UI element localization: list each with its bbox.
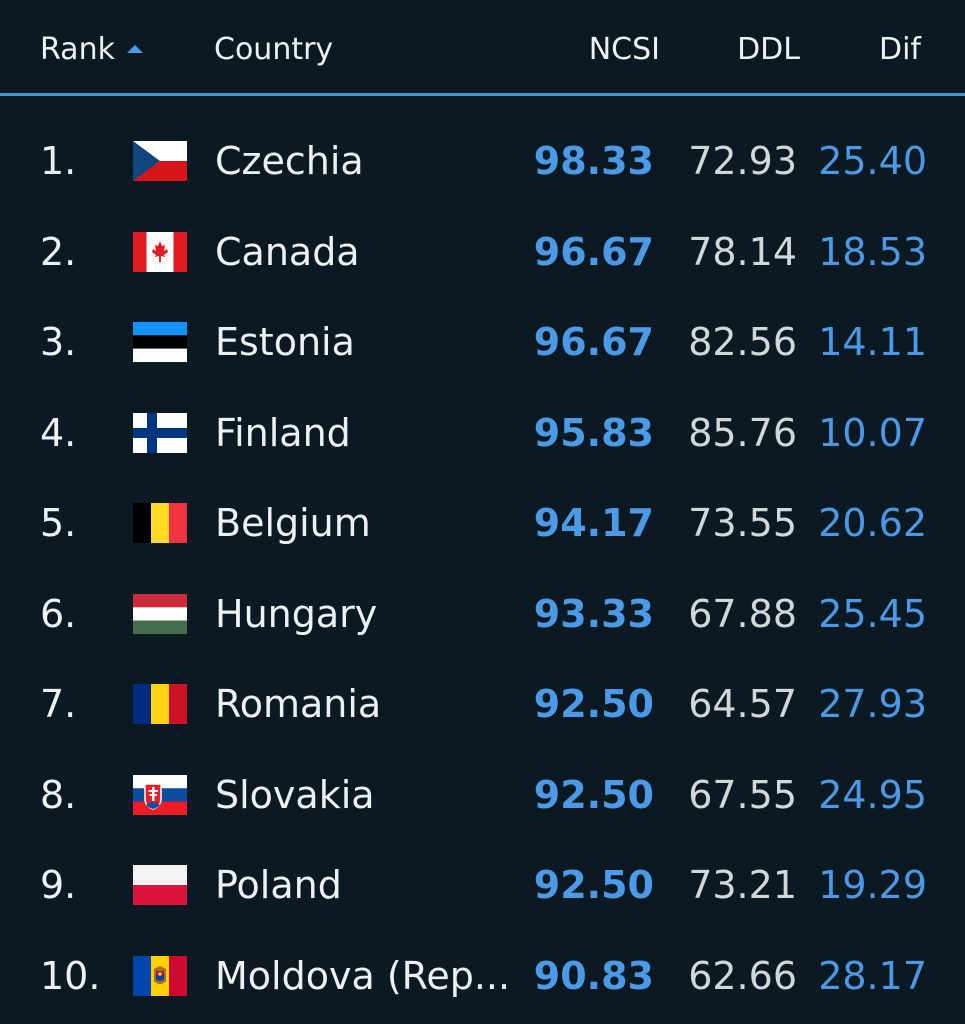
ddl-cell: 62.66: [688, 953, 797, 998]
ncsi-cell: 96.67: [533, 229, 654, 274]
table-row[interactable]: 1. Czechia 98.33 72.93 25.40: [0, 116, 965, 207]
sort-ascending-icon: [126, 45, 143, 53]
table-row[interactable]: 6. Hungary 93.33 67.88 25.45: [0, 569, 965, 660]
canada-flag-icon: [133, 231, 187, 272]
rank-cell: 4.: [40, 410, 77, 455]
rank-cell: 1.: [40, 139, 77, 183]
dif-cell: 19.29: [818, 863, 927, 907]
hungary-flag-icon: [133, 593, 187, 634]
rank-cell: 7.: [40, 682, 77, 726]
table-body: 1. Czechia 98.33 72.93 25.40 2. Canada 9…: [0, 116, 965, 1021]
table-row[interactable]: 10. Moldova (Rep... 90.83 62.66 28.17: [0, 931, 965, 1022]
country-cell: Slovakia: [215, 772, 375, 817]
table-row[interactable]: 8. Slovakia 92.50 67.55 24.95: [0, 750, 965, 841]
table-row[interactable]: 9. Poland 92.50 73.21 19.29: [0, 840, 965, 931]
country-cell: Canada: [215, 229, 360, 274]
ddl-cell: 82.56: [688, 320, 797, 364]
country-cell: Poland: [215, 863, 342, 907]
ddl-cell: 73.55: [688, 501, 797, 545]
ddl-cell: 78.14: [688, 229, 797, 274]
dif-cell: 28.17: [818, 953, 927, 998]
ncsi-cell: 96.67: [533, 320, 654, 364]
rank-header-label: Rank: [40, 32, 115, 67]
table-row[interactable]: 7. Romania 92.50 64.57 27.93: [0, 659, 965, 750]
dif-column-header[interactable]: Dif: [879, 32, 921, 67]
ncsi-cell: 92.50: [533, 772, 654, 817]
poland-flag-icon: [133, 865, 187, 905]
finland-flag-icon: [133, 412, 187, 453]
ncsi-cell: 94.17: [533, 501, 654, 545]
dif-cell: 18.53: [818, 229, 927, 274]
belgium-flag-icon: [133, 503, 187, 543]
table-row[interactable]: 4. Finland 95.83 85.76 10.07: [0, 388, 965, 479]
ncsi-cell: 95.83: [533, 410, 654, 455]
dif-cell: 24.95: [818, 772, 927, 817]
romania-flag-icon: [133, 684, 187, 724]
moldova-flag-icon: [133, 955, 187, 996]
rank-cell: 9.: [40, 863, 77, 907]
ddl-cell: 72.93: [688, 139, 797, 183]
ddl-cell: 64.57: [688, 682, 797, 726]
ddl-cell: 85.76: [688, 410, 797, 455]
country-cell: Belgium: [215, 501, 371, 545]
dif-cell: 25.40: [818, 139, 927, 183]
table-row[interactable]: 2. Canada 96.67 78.14 18.53: [0, 207, 965, 298]
ncsi-cell: 93.33: [533, 591, 654, 636]
country-cell: Hungary: [215, 591, 378, 636]
rank-cell: 10.: [40, 953, 101, 998]
ncsi-cell: 90.83: [533, 953, 654, 998]
country-cell: Estonia: [215, 320, 355, 364]
table-header: Rank Country NCSI DDL Dif: [0, 0, 965, 96]
ddl-column-header[interactable]: DDL: [737, 32, 800, 67]
table-row[interactable]: 3. Estonia 96.67 82.56 14.11: [0, 297, 965, 388]
ddl-cell: 73.21: [688, 863, 797, 907]
dif-cell: 14.11: [818, 320, 927, 364]
ncsi-cell: 92.50: [533, 863, 654, 907]
ncsi-cell: 98.33: [533, 139, 654, 183]
czechia-flag-icon: [133, 141, 187, 181]
rank-cell: 5.: [40, 501, 77, 545]
rank-cell: 2.: [40, 229, 77, 274]
table-row[interactable]: 5. Belgium 94.17 73.55 20.62: [0, 478, 965, 569]
dif-cell: 20.62: [818, 501, 927, 545]
rank-cell: 8.: [40, 772, 77, 817]
country-cell: Romania: [215, 682, 382, 726]
estonia-flag-icon: [133, 322, 187, 362]
ncsi-column-header[interactable]: NCSI: [588, 32, 660, 67]
dif-cell: 25.45: [818, 591, 927, 636]
ddl-cell: 67.88: [688, 591, 797, 636]
country-cell: Czechia: [215, 139, 364, 183]
country-column-header[interactable]: Country: [214, 32, 334, 67]
ncsi-cell: 92.50: [533, 682, 654, 726]
country-cell: Finland: [215, 410, 351, 455]
ddl-cell: 67.55: [688, 772, 797, 817]
rank-column-header[interactable]: Rank: [40, 30, 143, 70]
slovakia-flag-icon: [133, 774, 187, 815]
rank-cell: 3.: [40, 320, 77, 364]
country-cell: Moldova (Rep...: [215, 953, 511, 998]
dif-cell: 27.93: [818, 682, 927, 726]
dif-cell: 10.07: [818, 410, 927, 455]
rank-cell: 6.: [40, 591, 77, 636]
